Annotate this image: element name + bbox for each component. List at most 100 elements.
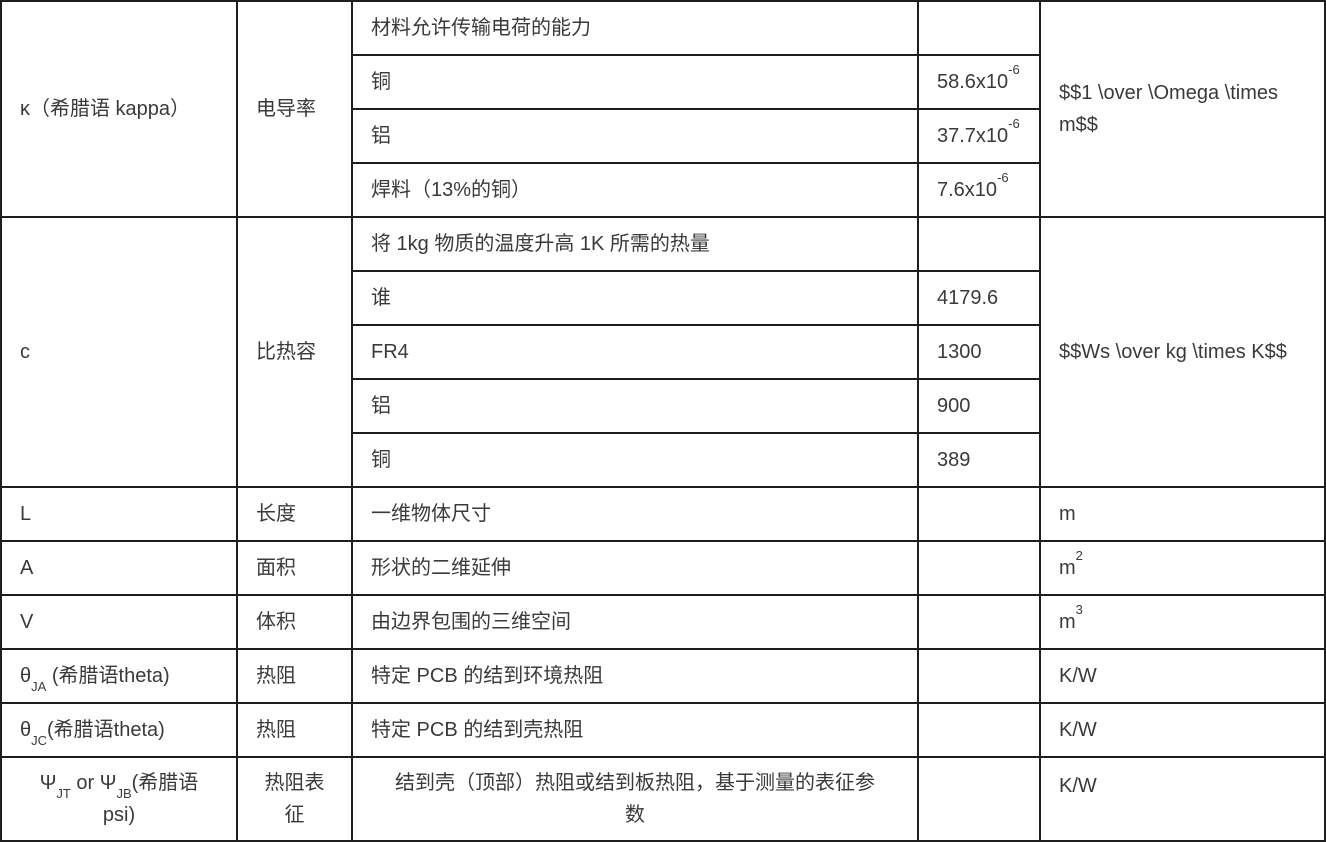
table-row: 谁 4179.6 [1,270,1325,326]
name-cell: 长度 [236,486,353,542]
unit-text: m3 [1059,603,1293,638]
text-segment: or Ψ [70,772,117,794]
subscript: JB [116,785,132,801]
name-cell: 比热容 [236,216,353,488]
superscript: 3 [1075,601,1083,617]
text-segment: m [1059,611,1076,633]
text-segment: (希腊语 psi) [102,772,199,826]
description-text: 特定 PCB 的结到环境热阻 [371,665,604,687]
unit-cell: m [1039,486,1326,542]
superscript: -6 [997,169,1009,185]
description-cell: 结到壳（顶部）热阻或结到板热阻，基于测量的表征参数 [351,756,919,842]
symbol-text: L [20,498,218,530]
description-text: 铝 [371,125,391,147]
description-cell: 材料允许传输电荷的能力 [351,0,919,56]
text-segment: θ [20,665,32,687]
symbol-text: κ（希腊语 kappa） [20,93,218,125]
table-row: L 长度 一维物体尺寸 m [0,486,1326,542]
value-cell: 900 [917,378,1041,434]
description-text: 特定 PCB 的结到壳热阻 [371,719,584,741]
description-cell: 特定 PCB 的结到壳热阻 [351,702,919,758]
unit-cell: K/W [1039,702,1326,758]
text-segment: 4179.6 [937,287,999,309]
symbol-cell: A [0,540,238,596]
name-cell: 热阻 [236,702,353,758]
description-text: 结到壳（顶部）热阻或结到板热阻，基于测量的表征参数 [395,772,875,826]
text-segment: Ψ [39,772,57,794]
text-segment: $$1 \over \Omega \times m$$ [1059,82,1278,136]
symbol-cell: θJC(希腊语theta) [0,702,238,758]
name-cell: 面积 [236,540,353,596]
name-cell: 体积 [236,594,353,650]
symbol-text: V [20,606,218,638]
description-text: 由边界包围的三维空间 [371,611,571,633]
unit-text: K/W [1059,770,1293,802]
text-segment: 37.7x10 [937,125,1009,147]
text-segment: L [20,503,32,525]
superscript: -6 [1008,61,1020,77]
description-cell: 特定 PCB 的结到环境热阻 [351,648,919,704]
unit-text: K/W [1059,660,1293,692]
subscript: JA [31,678,47,694]
description-cell: 铝 [351,378,919,434]
text-segment: (希腊语theta) [47,719,165,741]
table-row: 铜 389 [1,432,1325,488]
value-cell: 58.6x10-6 [917,54,1041,110]
unit-cell: $$Ws \over kg \times K$$ [1039,216,1326,488]
table-row: A 面积 形状的二维延伸 m2 [0,540,1326,596]
description-cell: 铝 [351,108,919,164]
value-cell [917,702,1041,758]
symbol-cell: c [0,216,238,488]
table-row: 铝 900 [1,378,1325,434]
text-segment: K/W [1059,719,1097,741]
text-segment: K/W [1059,775,1097,797]
symbol-cell: θJA (希腊语theta) [0,648,238,704]
unit-text: m2 [1059,549,1293,584]
description-text: FR4 [371,341,409,363]
table-row: c 比热容将 1kg 物质的温度升高 1K 所需的热量 $$Ws \over kg … [0,216,1326,488]
text-segment: 389 [937,449,971,471]
text-segment: 1300 [937,341,982,363]
description-cell: 铜 [351,54,919,110]
unit-cell: $$1 \over \Omega \times m$$ [1039,0,1326,218]
unit-cell: m2 [1039,540,1326,596]
name-cell: 电导率 [236,0,353,218]
text-segment: K/W [1059,665,1097,687]
symbol-text: θJA (希腊语theta) [20,660,218,694]
value-cell [917,540,1041,596]
description-cell: 一维物体尺寸 [351,486,919,542]
description-text: 焊料（13%的铜） [371,179,532,201]
text-segment: c [20,341,30,363]
subscript: JC [31,732,48,748]
value-cell [917,0,1041,56]
unit-text: $$Ws \over kg \times K$$ [1059,336,1293,368]
description-text: 一维物体尺寸 [371,503,491,525]
description-text: 谁 [371,287,391,309]
text-segment: 7.6x10 [937,179,998,201]
symbol-text: θJC(希腊语theta) [20,714,218,748]
table-row: κ（希腊语 kappa） 电导率 材料允许传输电荷的能力 $$1 \over \Ome… [0,0,1326,218]
name-cell: 热阻表征 [236,756,353,842]
symbol-text: ΨJT or ΨJB(希腊语 psi) [31,767,207,831]
text-segment: $$Ws \over kg \times K$$ [1059,341,1287,363]
value-cell: 1300 [917,324,1041,380]
value-cell [917,648,1041,704]
text-segment: A [20,557,34,579]
value-cell [917,486,1041,542]
description-text: 形状的二维延伸 [371,557,511,579]
value-cell: 389 [917,432,1041,488]
description-cell: FR4 [351,324,919,380]
symbol-cell: ΨJT or ΨJB(希腊语 psi) [0,756,238,842]
value-cell: 37.7x10-6 [917,108,1041,164]
description-text: 将 1kg 物质的温度升高 1K 所需的热量 [371,233,710,255]
table-row: 铜 58.6x10-6 [1,54,1325,110]
text-segment: 900 [937,395,971,417]
subscript: JT [56,785,71,801]
text-segment: m [1059,503,1076,525]
description-cell: 将 1kg 物质的温度升高 1K 所需的热量 [351,216,919,272]
text-segment: V [20,611,34,633]
text-segment: θ [20,719,32,741]
table-row: ΨJT or ΨJB(希腊语 psi) 热阻表征 结到壳（顶部）热阻或结到板热阻，基… [0,756,1326,842]
